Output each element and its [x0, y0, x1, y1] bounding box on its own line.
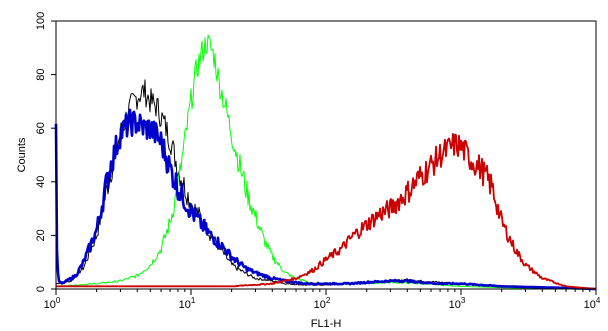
y-tick-label: 40	[35, 176, 47, 188]
y-tick-label: 60	[35, 122, 47, 134]
y-axis-ticks: 0 20 40 60 80 100	[35, 12, 56, 292]
y-tick-label: 20	[35, 229, 47, 241]
x-axis-title: FL1-H	[311, 318, 342, 330]
plot-frame	[55, 20, 597, 290]
x-tick-label: 101	[179, 296, 196, 311]
x-tick-label: 104	[584, 296, 601, 311]
histogram-series-4	[56, 133, 597, 290]
y-tick-label: 80	[35, 68, 47, 80]
x-tick-label: 100	[44, 296, 61, 311]
histogram-series-3	[54, 108, 597, 291]
histogram-lines	[54, 34, 597, 291]
y-axis-title: Counts	[16, 137, 28, 172]
y-tick-label: 0	[35, 286, 47, 292]
y-tick-label: 100	[35, 12, 47, 30]
x-axis-ticks: 100 101 102 103 104	[44, 289, 601, 311]
x-tick-label: 102	[314, 296, 331, 311]
x-tick-label: 103	[449, 296, 466, 311]
